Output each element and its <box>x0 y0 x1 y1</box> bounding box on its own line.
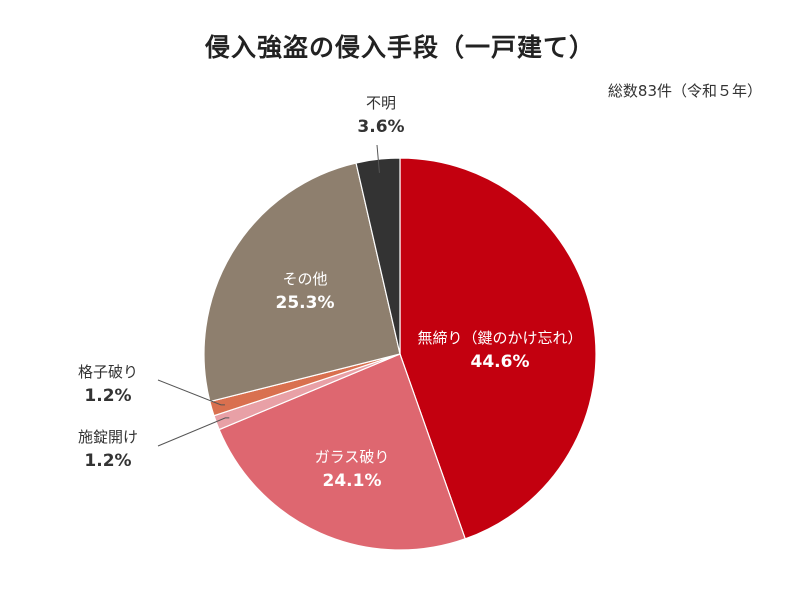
slice-5-label: その他 <box>282 270 327 288</box>
slice-5-value-label: 25.3% <box>276 293 335 313</box>
slice-3-label: 施錠開け <box>78 428 138 446</box>
slice-3-value-label: 1.2% <box>84 451 131 471</box>
slice-4-value-label: 1.2% <box>84 386 131 406</box>
slice-labels: 無締り（鍵のかけ忘れ） 44.6% ガラス破り 24.1% 施錠開け 1.2% 格子破り 1.… <box>78 94 583 491</box>
pie-slices <box>203 157 597 551</box>
slice-2-label: ガラス破り <box>315 448 390 466</box>
chart-title: 侵入強盗の侵入手段（一戸建て） <box>204 33 595 62</box>
slice-6-label: 不明 <box>366 94 396 112</box>
slice-2-value-label: 24.1% <box>323 471 382 491</box>
slice-1-label: 無締り（鍵のかけ忘れ） <box>417 329 582 347</box>
slice-4-leader-line <box>157 379 225 406</box>
slice-6-value-label: 3.6% <box>357 117 404 137</box>
slice-5-wedge <box>203 162 401 403</box>
slice-2-wedge <box>218 353 466 551</box>
leader-lines <box>157 144 380 447</box>
slice-1-wedge <box>399 157 597 540</box>
chart-subtitle: 総数83件（令和５年） <box>607 82 762 100</box>
slice-6-leader-line <box>376 144 380 173</box>
slice-3-leader-line <box>157 417 230 447</box>
slice-1-value-label: 44.6% <box>471 352 530 372</box>
slice-4-label: 格子破り <box>78 363 138 381</box>
